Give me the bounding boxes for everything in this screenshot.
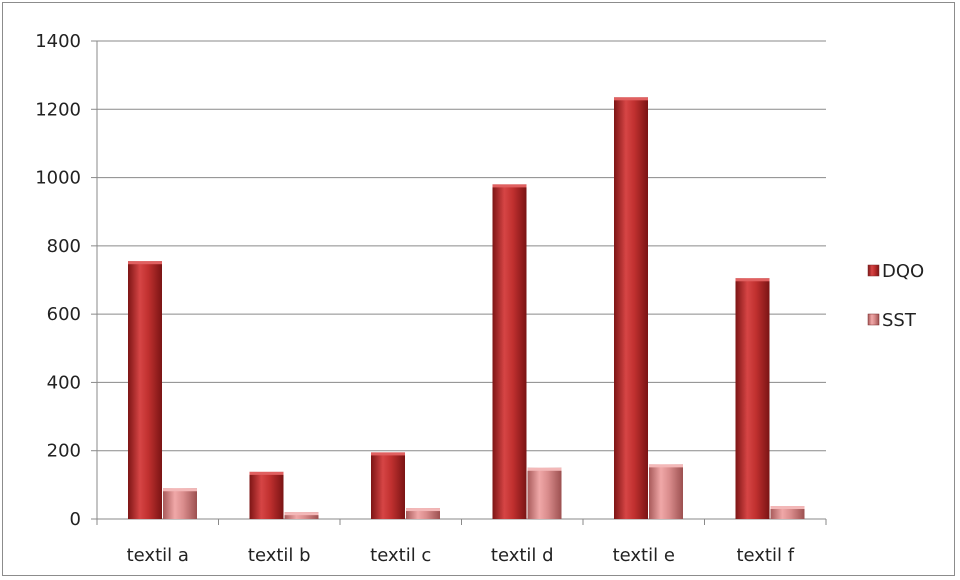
- bar-top-highlight: [249, 471, 284, 475]
- bar-top-highlight: [649, 464, 683, 468]
- legend: DQO SST: [867, 261, 924, 331]
- bar-top-highlight: [163, 488, 197, 492]
- x-axis-ticks: textil a textil b textil c textil d textil e…: [127, 545, 795, 566]
- bar-sst-textil-f: [770, 506, 805, 519]
- y-tick-label: 600: [47, 304, 81, 325]
- y-tick-label: 200: [47, 441, 81, 462]
- y-tick-label: 400: [47, 372, 81, 393]
- bars: [128, 97, 805, 519]
- bar-sst-textil-c: [406, 508, 440, 519]
- bar-dqo-textil-c: [371, 452, 405, 519]
- x-tick-label: textil f: [736, 545, 794, 566]
- bar-sst-textil-d: [527, 467, 562, 519]
- y-tick-label: 0: [70, 509, 81, 530]
- gridlines: [91, 40, 827, 525]
- y-tick-label: 1400: [35, 31, 81, 52]
- bar-top-highlight: [406, 508, 440, 512]
- bar-top-highlight: [284, 512, 319, 516]
- legend-swatch-sst: [867, 313, 880, 326]
- bar-top-highlight: [371, 452, 405, 456]
- x-tick-label: textil c: [370, 545, 431, 566]
- bar-top-highlight: [735, 278, 770, 282]
- bar-dqo-textil-b: [249, 471, 284, 519]
- legend-swatch-dqo: [867, 264, 880, 277]
- x-tick-label: textil e: [613, 545, 675, 566]
- bar-dqo-textil-f: [735, 278, 770, 519]
- bar-dqo-textil-e: [614, 97, 648, 519]
- y-tick-label: 1000: [35, 168, 81, 189]
- legend-label-dqo: DQO: [882, 261, 924, 282]
- y-axis-ticks: 0 200 400 600 800 1000 1200 1400: [35, 31, 81, 530]
- bar-sst-textil-e: [649, 464, 683, 519]
- bar-dqo-textil-d: [492, 184, 527, 519]
- bar-top-highlight: [527, 467, 562, 471]
- legend-label-sst: SST: [882, 310, 917, 331]
- x-tick-label: textil a: [127, 545, 189, 566]
- bar-sst-textil-b: [284, 512, 319, 519]
- bar-sst-textil-a: [163, 488, 197, 519]
- bar-dqo-textil-a: [128, 261, 162, 519]
- bar-top-highlight: [614, 97, 648, 101]
- y-tick-label: 1200: [35, 99, 81, 120]
- x-tick-label: textil d: [491, 545, 554, 566]
- bar-top-highlight: [492, 184, 527, 188]
- y-tick-label: 800: [47, 236, 81, 257]
- x-tick-label: textil b: [248, 545, 311, 566]
- bar-top-highlight: [770, 506, 805, 510]
- bar-top-highlight: [128, 261, 162, 265]
